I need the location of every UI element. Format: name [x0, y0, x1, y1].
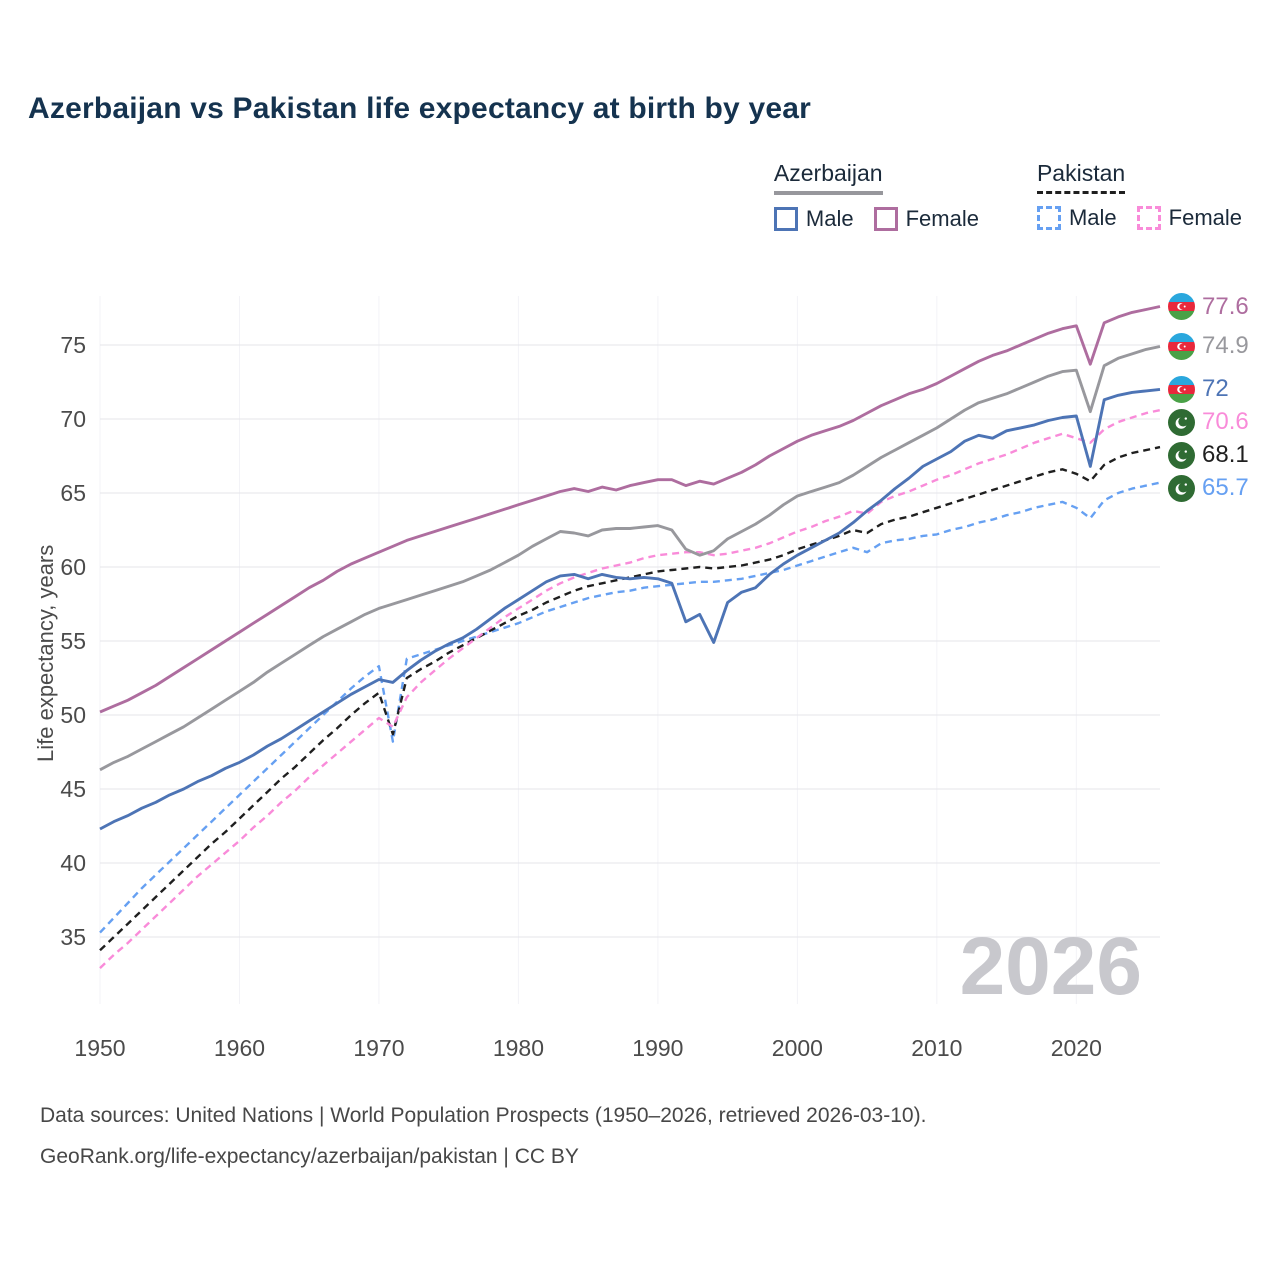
- azerbaijan-flag-icon: [1168, 332, 1195, 360]
- end-label-value: 70.6: [1202, 408, 1249, 436]
- legend-label: Female: [905, 206, 979, 231]
- footer: Data sources: United Nations | World Pop…: [40, 1096, 926, 1178]
- legend-country-pakistan: Pakistan: [1036, 160, 1126, 194]
- pakistan-male-swatch-icon: [1036, 206, 1061, 230]
- pakistan-flag-icon: [1168, 474, 1195, 502]
- pakistan-flag-icon: [1168, 408, 1195, 436]
- azerbaijan-flag-icon: [1168, 293, 1195, 321]
- end-label-value: 74.9: [1202, 332, 1249, 360]
- legend-item-azerbaijan-female[interactable]: Female: [873, 206, 979, 232]
- end-label-azerbaijan-both: 74.9: [1168, 332, 1249, 360]
- legend-items-azerbaijan: Male Female: [773, 206, 979, 232]
- footer-sources: Data sources: United Nations | World Pop…: [40, 1104, 927, 1127]
- pakistan-female-swatch-icon: [1136, 206, 1161, 230]
- end-label-value: 65.7: [1202, 474, 1249, 502]
- end-label-value: 72: [1202, 375, 1229, 403]
- legend-item-azerbaijan-male[interactable]: Male: [773, 206, 854, 232]
- legend-item-pakistan-female[interactable]: Female: [1136, 205, 1242, 231]
- legend-label: Male: [805, 206, 854, 231]
- azerbaijan-flag-icon: [1168, 375, 1195, 403]
- legend-group-pakistan: Pakistan Male Female: [1036, 160, 1242, 232]
- legend-label: Male: [1068, 205, 1117, 230]
- end-label-pakistan-female: 70.6: [1168, 408, 1249, 436]
- legend-items-pakistan: Male Female: [1036, 205, 1242, 231]
- legend-group-azerbaijan: Azerbaijan Male Female: [773, 160, 979, 232]
- end-label-azerbaijan-female: 77.6: [1168, 293, 1249, 321]
- legend-item-pakistan-male[interactable]: Male: [1036, 205, 1117, 231]
- end-label-azerbaijan-male: 72: [1168, 375, 1229, 403]
- footer-link: GeoRank.org/life-expectancy/azerbaijan/p…: [40, 1144, 579, 1168]
- azerbaijan-male-swatch-icon: [773, 207, 798, 231]
- end-label-pakistan-both: 68.1: [1168, 441, 1249, 469]
- end-label-value: 68.1: [1202, 441, 1249, 469]
- legend-label: Female: [1168, 205, 1242, 230]
- page-title: Azerbaijan vs Pakistan life expectancy a…: [28, 92, 812, 125]
- pakistan-flag-icon: [1168, 441, 1195, 469]
- end-label-pakistan-male: 65.7: [1168, 474, 1249, 502]
- azerbaijan-female-swatch-icon: [873, 207, 898, 231]
- end-label-value: 77.6: [1202, 292, 1249, 320]
- legend-country-azerbaijan: Azerbaijan: [773, 160, 883, 195]
- legend: Azerbaijan Male Female Pakistan Male: [773, 160, 1242, 232]
